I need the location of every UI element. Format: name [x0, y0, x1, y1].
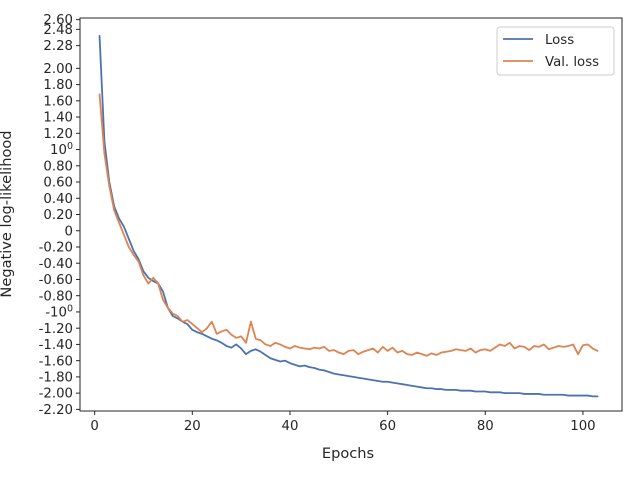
y-tick-label: 2.28: [43, 39, 73, 54]
plot-frame: [79, 17, 623, 412]
x-axis: 0 20 40 60 80 100: [90, 411, 596, 434]
y-tick-label: -2.00: [39, 387, 73, 402]
legend: Loss Val. loss: [496, 26, 615, 76]
y-tick-label: -0.80: [39, 289, 73, 304]
x-tick-label: 80: [477, 419, 494, 434]
y-tick-label: -0.20: [39, 241, 73, 256]
y-tick-label: -2.20: [39, 403, 73, 418]
y-tick-label: 2.60: [43, 13, 73, 28]
y-tick-label: 2.00: [43, 62, 73, 77]
y-tick-label: 1.40: [43, 111, 73, 126]
y-tick-label: -1.80: [39, 370, 73, 385]
y-tick-label: -1.20: [39, 322, 73, 337]
y-tick-label: -0.40: [39, 257, 73, 272]
series-lines: [98, 34, 599, 398]
x-tick-label: 0: [90, 419, 98, 434]
x-axis-label: Epochs: [322, 445, 374, 462]
x-tick-label: 20: [184, 419, 201, 434]
plot-background: [80, 18, 622, 411]
y-tick-label: 1.20: [43, 127, 73, 142]
legend-label-loss: Loss: [545, 33, 574, 48]
y-tick-label: 100: [50, 141, 73, 158]
y-tick-label: 0.40: [43, 192, 73, 207]
y-tick-label: 0: [65, 224, 73, 239]
y-tick-label: 2.48: [43, 23, 73, 38]
legend-label-val-loss: Val. loss: [545, 55, 599, 70]
y-tick-label: 1.60: [43, 94, 73, 109]
x-tick-label: 60: [379, 419, 396, 434]
y-tick-label: -0.60: [39, 273, 73, 288]
x-tick-label: 100: [570, 419, 595, 434]
y-tick-label: 1.80: [43, 78, 73, 93]
y-tick-label: 0.20: [43, 208, 73, 223]
x-tick-label: 40: [282, 419, 299, 434]
y-tick-label: 0.60: [43, 176, 73, 191]
y-axis-label: Negative log-likelihood: [0, 130, 15, 297]
series-line-val-loss: [98, 93, 599, 357]
y-tick-label: 0.80: [43, 159, 73, 174]
y-tick-label: -1.60: [39, 354, 73, 369]
y-tick-label: -100: [45, 304, 73, 321]
y-tick-label: -1.40: [39, 338, 73, 353]
